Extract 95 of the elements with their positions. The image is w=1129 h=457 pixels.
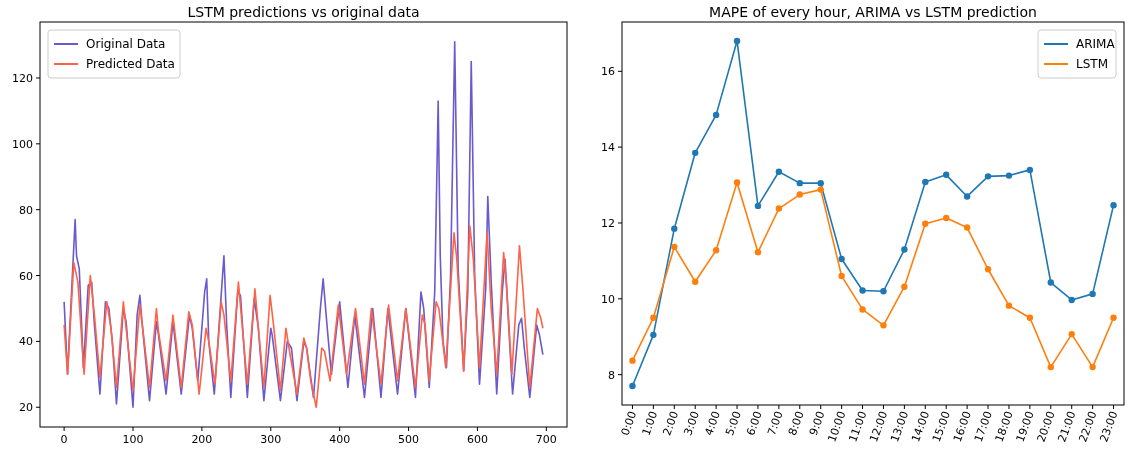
x-tick-label: 21:00 — [1055, 409, 1079, 444]
point — [859, 287, 866, 294]
point — [671, 243, 678, 251]
chart-title: MAPE of every hour, ARIMA vs LSTM prediction — [709, 4, 1037, 20]
x-tick-label: 8:00 — [785, 409, 807, 438]
x-tick-label: 10:00 — [825, 409, 849, 444]
point — [838, 272, 845, 280]
x-tick-label: 13:00 — [888, 409, 912, 444]
point — [754, 248, 762, 256]
point — [733, 37, 741, 45]
point — [1110, 314, 1117, 321]
point — [1068, 330, 1075, 338]
point — [859, 306, 866, 313]
point — [712, 111, 720, 119]
point — [1005, 172, 1013, 179]
legend-label: ARIMA — [1076, 37, 1116, 51]
x-tick-label: 700 — [535, 433, 557, 446]
y-tick-label: 120 — [12, 71, 33, 85]
point — [1047, 279, 1054, 286]
point — [943, 171, 950, 179]
x-tick-label: 1:00 — [639, 409, 661, 438]
point — [629, 382, 636, 390]
y-tick-label: 16 — [601, 65, 615, 79]
chart-title: LSTM predictions vs original data — [187, 4, 420, 20]
y-tick-label: 60 — [19, 269, 33, 283]
legend-label: Original Data — [86, 37, 166, 51]
x-tick-label: 0 — [60, 433, 68, 446]
point — [671, 225, 678, 232]
point — [922, 220, 929, 227]
point — [1047, 363, 1054, 371]
legend-label: Predicted Data — [86, 57, 175, 71]
x-tick-label: 300 — [260, 433, 282, 446]
x-tick-label: 100 — [122, 433, 144, 446]
y-tick-label: 10 — [601, 292, 615, 306]
y-tick-label: 20 — [19, 401, 33, 415]
point — [1068, 296, 1075, 304]
x-tick-label: 11:00 — [846, 409, 870, 444]
x-tick-label: 17:00 — [971, 409, 995, 444]
point — [650, 314, 657, 321]
x-tick-label: 20:00 — [1034, 409, 1058, 444]
x-tick-label: 0:00 — [618, 409, 640, 438]
point — [754, 202, 762, 210]
point — [817, 179, 824, 187]
point — [692, 278, 699, 285]
x-tick-label: 3:00 — [681, 409, 703, 438]
point — [733, 179, 741, 186]
point — [692, 149, 699, 157]
point — [1089, 290, 1096, 298]
point — [963, 193, 971, 200]
point — [901, 283, 908, 290]
x-tick-label: 18:00 — [992, 409, 1016, 444]
x-tick-label: 2:00 — [660, 409, 682, 438]
point — [629, 357, 636, 364]
point — [943, 214, 950, 222]
point — [796, 179, 803, 187]
point — [984, 266, 992, 273]
point — [775, 168, 783, 175]
point — [838, 255, 845, 263]
x-tick-label: 200 — [191, 433, 213, 446]
y-tick-label: 100 — [12, 137, 33, 151]
point — [1026, 166, 1034, 174]
point — [712, 247, 720, 254]
y-tick-label: 12 — [601, 216, 615, 230]
x-tick-label: 600 — [466, 433, 488, 446]
point — [775, 205, 783, 212]
point — [1089, 363, 1096, 371]
point — [1005, 302, 1013, 309]
point — [984, 173, 992, 180]
point — [796, 191, 803, 198]
x-tick-label: 5:00 — [723, 409, 744, 438]
x-tick-label: 7:00 — [765, 409, 786, 438]
x-tick-label: 500 — [398, 433, 420, 446]
point — [817, 186, 824, 193]
point — [880, 322, 887, 329]
x-tick-label: 19:00 — [1013, 409, 1037, 444]
x-tick-label: 4:00 — [702, 409, 723, 438]
point — [901, 246, 908, 253]
x-tick-label: 400 — [329, 433, 351, 446]
line-series — [63, 225, 544, 409]
point — [1110, 201, 1117, 209]
x-tick-label: 22:00 — [1076, 409, 1100, 444]
x-tick-label: 6:00 — [744, 409, 765, 438]
x-tick-label: 9:00 — [806, 409, 828, 438]
legend-label: LSTM — [1076, 57, 1108, 71]
point — [922, 178, 929, 186]
point — [650, 331, 657, 339]
point — [963, 224, 971, 231]
x-tick-label: 12:00 — [867, 409, 891, 444]
point — [1026, 314, 1034, 321]
x-tick-label: 23:00 — [1097, 409, 1121, 444]
y-tick-label: 40 — [19, 335, 33, 349]
y-tick-label: 80 — [19, 203, 33, 217]
y-tick-label: 8 — [608, 368, 615, 382]
y-tick-label: 14 — [601, 141, 615, 155]
point — [880, 288, 887, 295]
